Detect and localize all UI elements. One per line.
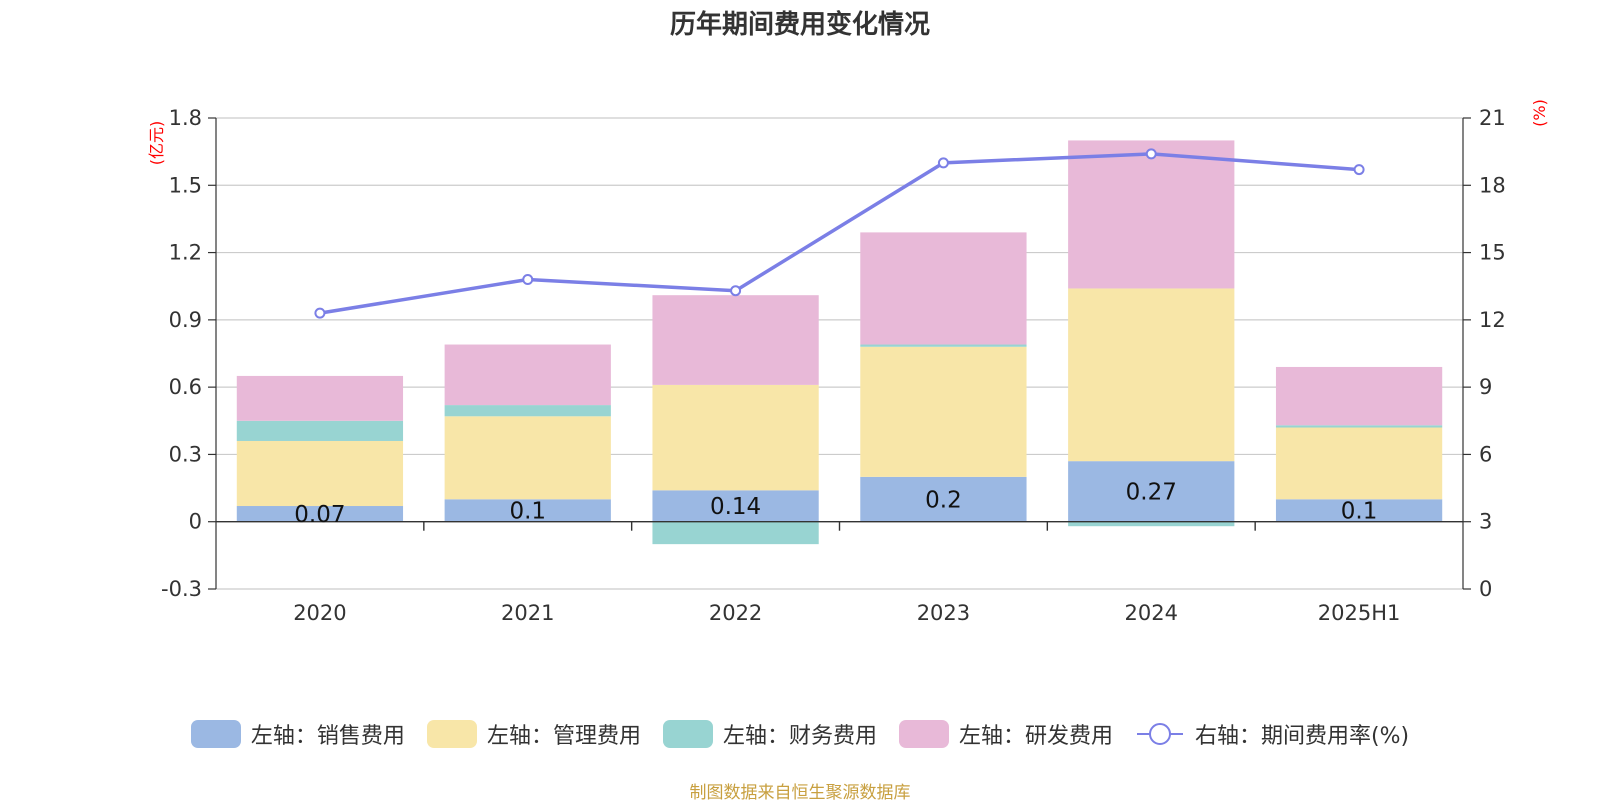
bar-segment (860, 344, 1027, 347)
chart-svg: -0.3 0 0.3 0.6 0.9 1.2 1.5 1.8 0 3 6 9 12 15 18 21 (亿元) (… (147, 99, 1549, 625)
legend-item[interactable]: 右轴：期间费用率(%) (1135, 718, 1409, 750)
legend-swatch (898, 720, 949, 748)
left-axis-unit: (亿元) (147, 121, 166, 166)
axis-layer: -0.3 0 0.3 0.6 0.9 1.2 1.5 1.8 0 3 6 9 12 15 18 21 (亿元) (… (147, 99, 1549, 625)
bar-layer (236, 140, 1443, 545)
left-tick-label: 1.5 (169, 173, 202, 197)
line-layer (314, 148, 1365, 319)
bar-segment (860, 346, 1027, 477)
bar-segment (1275, 427, 1443, 500)
right-tick-label: 12 (1479, 308, 1506, 332)
legend-label: 右轴：期间费用率(%) (1194, 724, 1410, 749)
legend-item[interactable]: 左轴：管理费用 (426, 718, 641, 750)
bar-segment (1068, 521, 1235, 527)
chart-title: 历年期间费用变化情况 (669, 10, 930, 40)
bar-segment (860, 232, 1027, 345)
bar-segment (236, 440, 404, 507)
category-label: 2020 (293, 601, 346, 625)
legend-item[interactable]: 左轴：研发费用 (898, 718, 1113, 750)
legend-line-marker-icon (1136, 723, 1183, 745)
bar-segment (652, 384, 819, 491)
data-label: 0.14 (710, 494, 761, 520)
data-label: 0.1 (509, 499, 546, 525)
left-tick-label: 0.9 (169, 308, 202, 332)
bar-segment (860, 476, 1027, 522)
bar-segment (236, 420, 404, 441)
left-tick-label: -0.3 (161, 577, 202, 601)
rate-point (1145, 148, 1157, 160)
right-tick-label: 9 (1479, 375, 1492, 399)
bar-segment (1068, 461, 1235, 522)
bar-segment (1275, 499, 1443, 522)
right-tick-label: 6 (1479, 442, 1492, 466)
bar-segment (236, 506, 404, 522)
bar-segment (652, 521, 819, 545)
data-label: 0.07 (294, 502, 345, 528)
left-tick-label: 1.8 (169, 106, 202, 130)
category-label: 2022 (709, 601, 762, 625)
legend-marker (1148, 723, 1171, 745)
bar-segment (444, 499, 611, 522)
left-tick-label: 1.2 (169, 241, 202, 265)
source-note: 制图数据来自恒生聚源数据库 (689, 783, 911, 803)
rate-point (314, 307, 326, 319)
rate-point (730, 285, 742, 297)
right-tick-label: 3 (1479, 510, 1492, 534)
right-tick-label: 21 (1479, 106, 1506, 130)
category-label: 2024 (1125, 601, 1178, 625)
bar-segment (444, 405, 611, 417)
bar-segment (444, 416, 611, 500)
data-label: 0.27 (1126, 479, 1177, 505)
right-tick-label: 15 (1479, 241, 1506, 265)
category-label: 2025H1 (1318, 601, 1401, 625)
rate-point (1353, 164, 1365, 176)
bar-segment (652, 295, 819, 385)
right-tick-label: 0 (1479, 577, 1492, 601)
legend-item[interactable]: 左轴：财务费用 (662, 718, 877, 750)
label-layer: 0.07 0.1 0.14 0.2 0.27 0.1 (294, 479, 1377, 527)
legend-item[interactable]: 左轴：销售费用 (190, 718, 405, 750)
bar-segment (1068, 140, 1235, 289)
right-tick-label: 18 (1479, 173, 1506, 197)
category-label: 2023 (917, 601, 970, 625)
left-tick-label: 0.3 (169, 442, 202, 466)
right-axis-unit: (%) (1530, 99, 1549, 127)
legend-swatch (426, 720, 477, 748)
left-tick-label: 0.6 (169, 375, 202, 399)
legend-label: 左轴：研发费用 (958, 724, 1113, 749)
legend-label: 左轴：管理费用 (486, 724, 641, 749)
bar-segment (1068, 288, 1235, 462)
left-tick-label: 0 (189, 510, 202, 534)
bar-segment (444, 344, 611, 406)
data-label: 0.1 (1341, 499, 1378, 525)
category-label: 2021 (501, 601, 554, 625)
rate-point (937, 157, 949, 169)
bar-segment (1275, 366, 1443, 426)
legend-label: 左轴：财务费用 (722, 724, 877, 749)
bar-segment (1275, 425, 1443, 428)
rate-point (522, 273, 534, 285)
legend-swatch (662, 720, 713, 748)
legend-swatch (190, 720, 241, 748)
legend-label: 左轴：销售费用 (250, 724, 405, 749)
legend: 左轴：销售费用 左轴：管理费用 左轴：财务费用 左轴：研发费用 右轴：期间费用率(%) (0, 718, 1600, 750)
bar-segment (652, 490, 819, 522)
rate-line (319, 152, 1360, 315)
bar-segment (236, 375, 404, 421)
data-label: 0.2 (925, 487, 962, 513)
